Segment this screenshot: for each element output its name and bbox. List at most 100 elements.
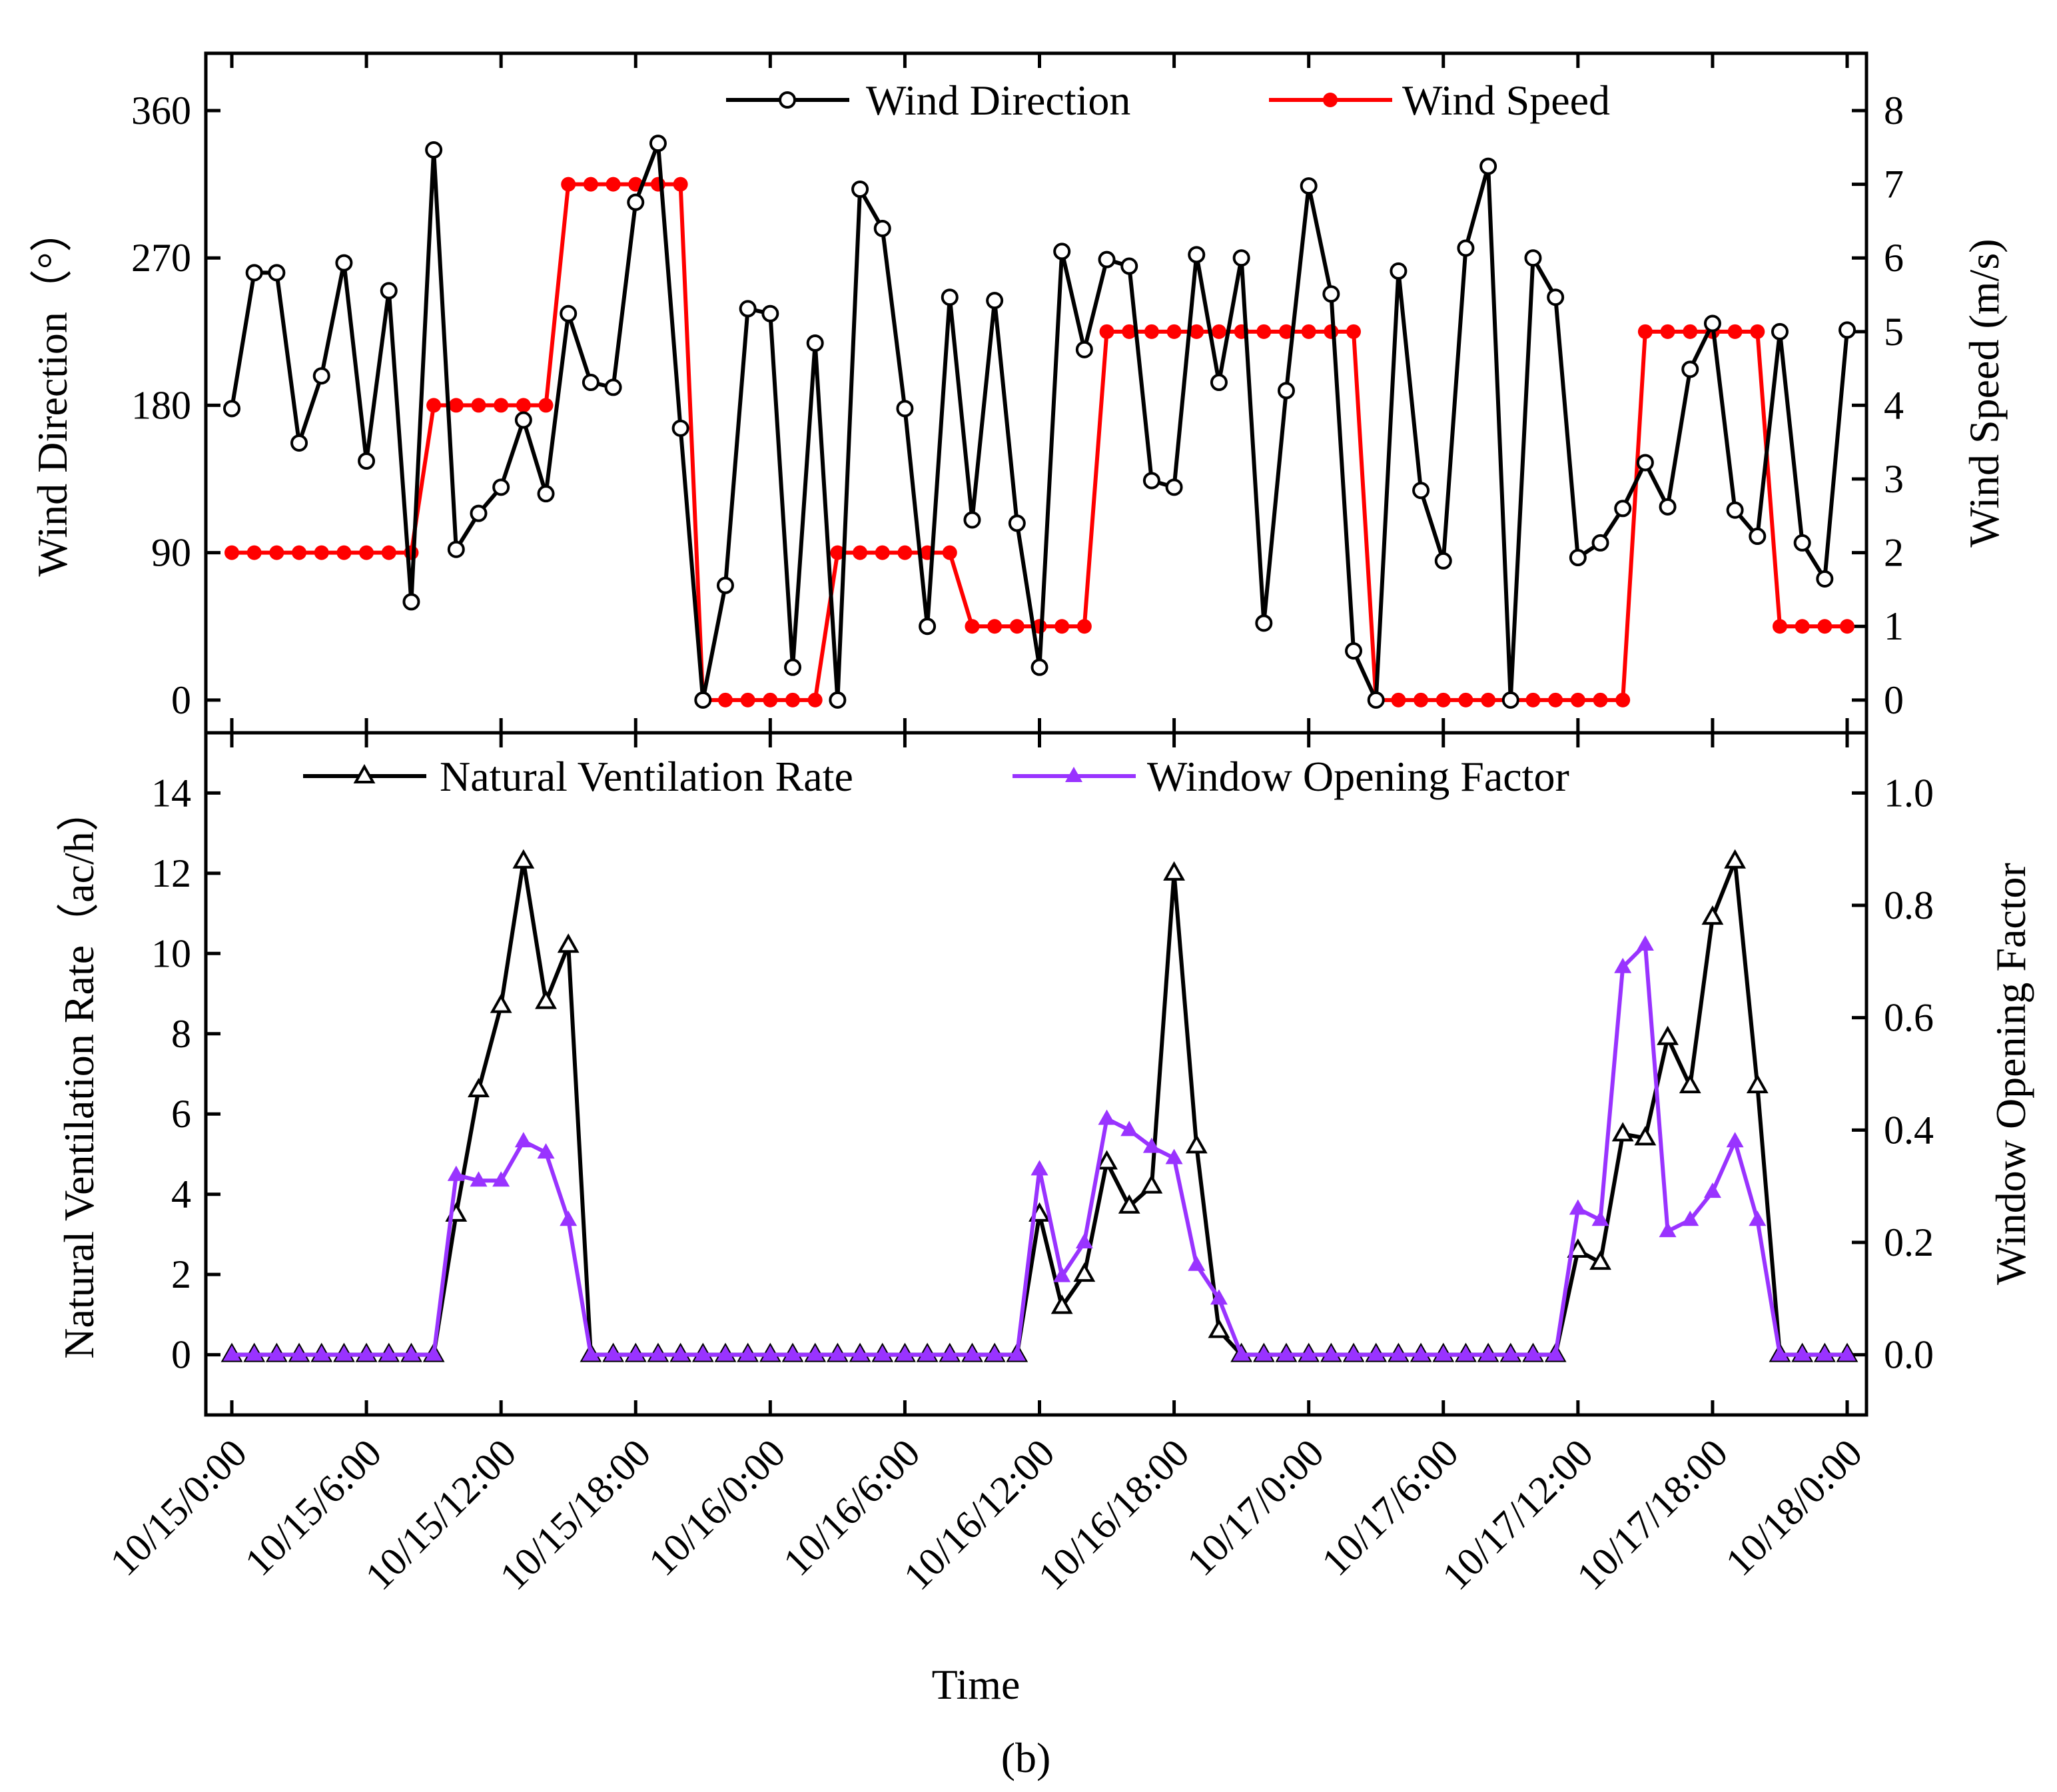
x-tick-label: 10/17/0:00 [1178, 1431, 1332, 1585]
wind-speed-point [1750, 324, 1765, 339]
wind-speed-point [1301, 324, 1316, 339]
wind-direction-point [1232, 249, 1250, 267]
wind-speed-point [494, 398, 509, 413]
wind-direction-point [560, 304, 578, 322]
window-opening-factor-point [1636, 935, 1654, 951]
wind-speed-point [785, 692, 801, 707]
window-opening-factor-point [1188, 1255, 1206, 1271]
wind-speed-point [1593, 692, 1608, 707]
window-opening-factor-point [1771, 1345, 1789, 1361]
natural-ventilation-rate-point [1746, 1074, 1769, 1094]
wind-direction-point [312, 367, 330, 385]
window-opening-axis-title: Window Opening Factor [1987, 863, 2034, 1285]
wind-direction-point [1749, 528, 1767, 546]
right-tick-label: 0.0 [1884, 1333, 1934, 1377]
natural-ventilation-rate-point [1073, 1262, 1096, 1282]
natural-ventilation-rate-point [1140, 1174, 1163, 1194]
right-tick-label: 0.6 [1884, 996, 1934, 1040]
wind-speed-point [717, 692, 733, 707]
natural-ventilation-rate-point [1724, 849, 1747, 869]
wind-speed-point [471, 398, 486, 413]
wind-direction-point [335, 254, 353, 272]
window-opening-factor-point [402, 1345, 420, 1361]
wind-speed-point [1548, 692, 1563, 707]
window-opening-factor-point [1390, 1345, 1408, 1361]
wind-speed-point [1795, 619, 1810, 634]
wind-speed-point [1324, 324, 1339, 339]
wind-direction-point [492, 478, 510, 496]
wind-speed-point [740, 692, 755, 707]
legend-wind-speed-marker [1323, 93, 1338, 107]
wind-speed-point [875, 545, 890, 560]
window-opening-factor-point [1749, 1210, 1767, 1226]
wind-direction-point [806, 334, 824, 352]
window-opening-factor-point [1367, 1345, 1385, 1361]
bottom-series-group [220, 849, 1858, 1362]
window-opening-factor-point [1726, 1132, 1744, 1148]
window-opening-factor-point [1547, 1345, 1565, 1361]
window-opening-factor-point [1210, 1289, 1228, 1305]
wind-speed-point [897, 545, 913, 560]
wind-direction-point [1591, 534, 1609, 552]
wind-direction-point [514, 411, 532, 429]
window-opening-factor-point [582, 1345, 600, 1361]
window-opening-factor-point [1120, 1120, 1138, 1136]
natural-ventilation-rate-point [1611, 1122, 1634, 1142]
wind-speed-point [1525, 692, 1541, 707]
wind-speed-point [1009, 619, 1025, 634]
window-opening-factor-point [806, 1345, 824, 1361]
window-opening-factor-point [1255, 1345, 1273, 1361]
top-panel: 0 90 180 270 360 0 1 2 3 4 5 6 7 8 Wind Direction（°）… [29, 51, 2008, 735]
wind-direction-point [1367, 691, 1385, 709]
right-tick-label: 0 [1884, 678, 1904, 722]
left-tick-label: 0 [171, 678, 191, 722]
top-x-axis-ticks [230, 53, 1849, 733]
window-opening-factor-point [470, 1171, 488, 1187]
wind-direction-point [402, 593, 420, 611]
legend-window-opening-label: Window Opening Factor [1147, 753, 1569, 800]
window-opening-factor-point [1479, 1345, 1497, 1361]
bottom-plot-frame [204, 731, 1868, 1417]
wind-speed-point [1211, 324, 1226, 339]
wind-speed-axis-title: Wind Speed (m/s) [1960, 238, 2008, 547]
wind-speed-point [987, 619, 1003, 634]
wind-speed-point [224, 545, 239, 560]
wind-speed-point [1054, 619, 1070, 634]
wind-speed-point [1256, 324, 1272, 339]
left-tick-label: 8 [171, 1012, 191, 1056]
wind-speed-point [1414, 692, 1429, 707]
left-tick-label: 90 [151, 531, 191, 575]
left-tick-label: 10 [151, 931, 191, 975]
wind-direction-point [268, 264, 286, 282]
wind-speed-point [1727, 324, 1743, 339]
natural-ventilation-rate-point [1185, 1134, 1208, 1154]
wind-direction-point [1614, 500, 1632, 518]
x-tick-label: 10/15/0:00 [102, 1431, 256, 1585]
wind-speed-point [606, 177, 621, 192]
window-opening-factor-point [380, 1345, 398, 1361]
wind-direction-point [1030, 658, 1048, 676]
window-opening-factor-line [232, 943, 1847, 1357]
wind-speed-point [1570, 692, 1585, 707]
wind-direction-point [1390, 262, 1408, 280]
wind-direction-point [1053, 242, 1071, 260]
window-opening-factor-point [1008, 1345, 1026, 1361]
wind-speed-point [1436, 692, 1451, 707]
window-opening-axis: 0.0 0.2 0.4 0.6 0.8 1.0 [1852, 771, 1934, 1377]
window-opening-factor-point [1142, 1137, 1160, 1153]
window-opening-factor-point [1524, 1345, 1542, 1361]
wind-speed-point [1391, 692, 1406, 707]
bottom-panel: 0 2 4 6 8 10 12 14 0.0 0.2 0.4 0.6 0.8 1.0 Natural V… [55, 731, 2034, 1417]
window-opening-factor-point [1053, 1266, 1071, 1282]
wind-direction-point [627, 193, 645, 211]
window-opening-factor-point [627, 1345, 645, 1361]
wind-direction-point [1142, 472, 1160, 490]
x-tick-label: 10/16/0:00 [640, 1431, 794, 1585]
left-tick-label: 270 [131, 236, 191, 280]
wind-speed-point [269, 545, 284, 560]
wind-direction-point [1165, 478, 1183, 496]
window-opening-factor-point [1300, 1345, 1318, 1361]
wind-speed-point [1683, 324, 1698, 339]
wind-speed-point [1637, 324, 1653, 339]
window-opening-factor-point [941, 1345, 959, 1361]
